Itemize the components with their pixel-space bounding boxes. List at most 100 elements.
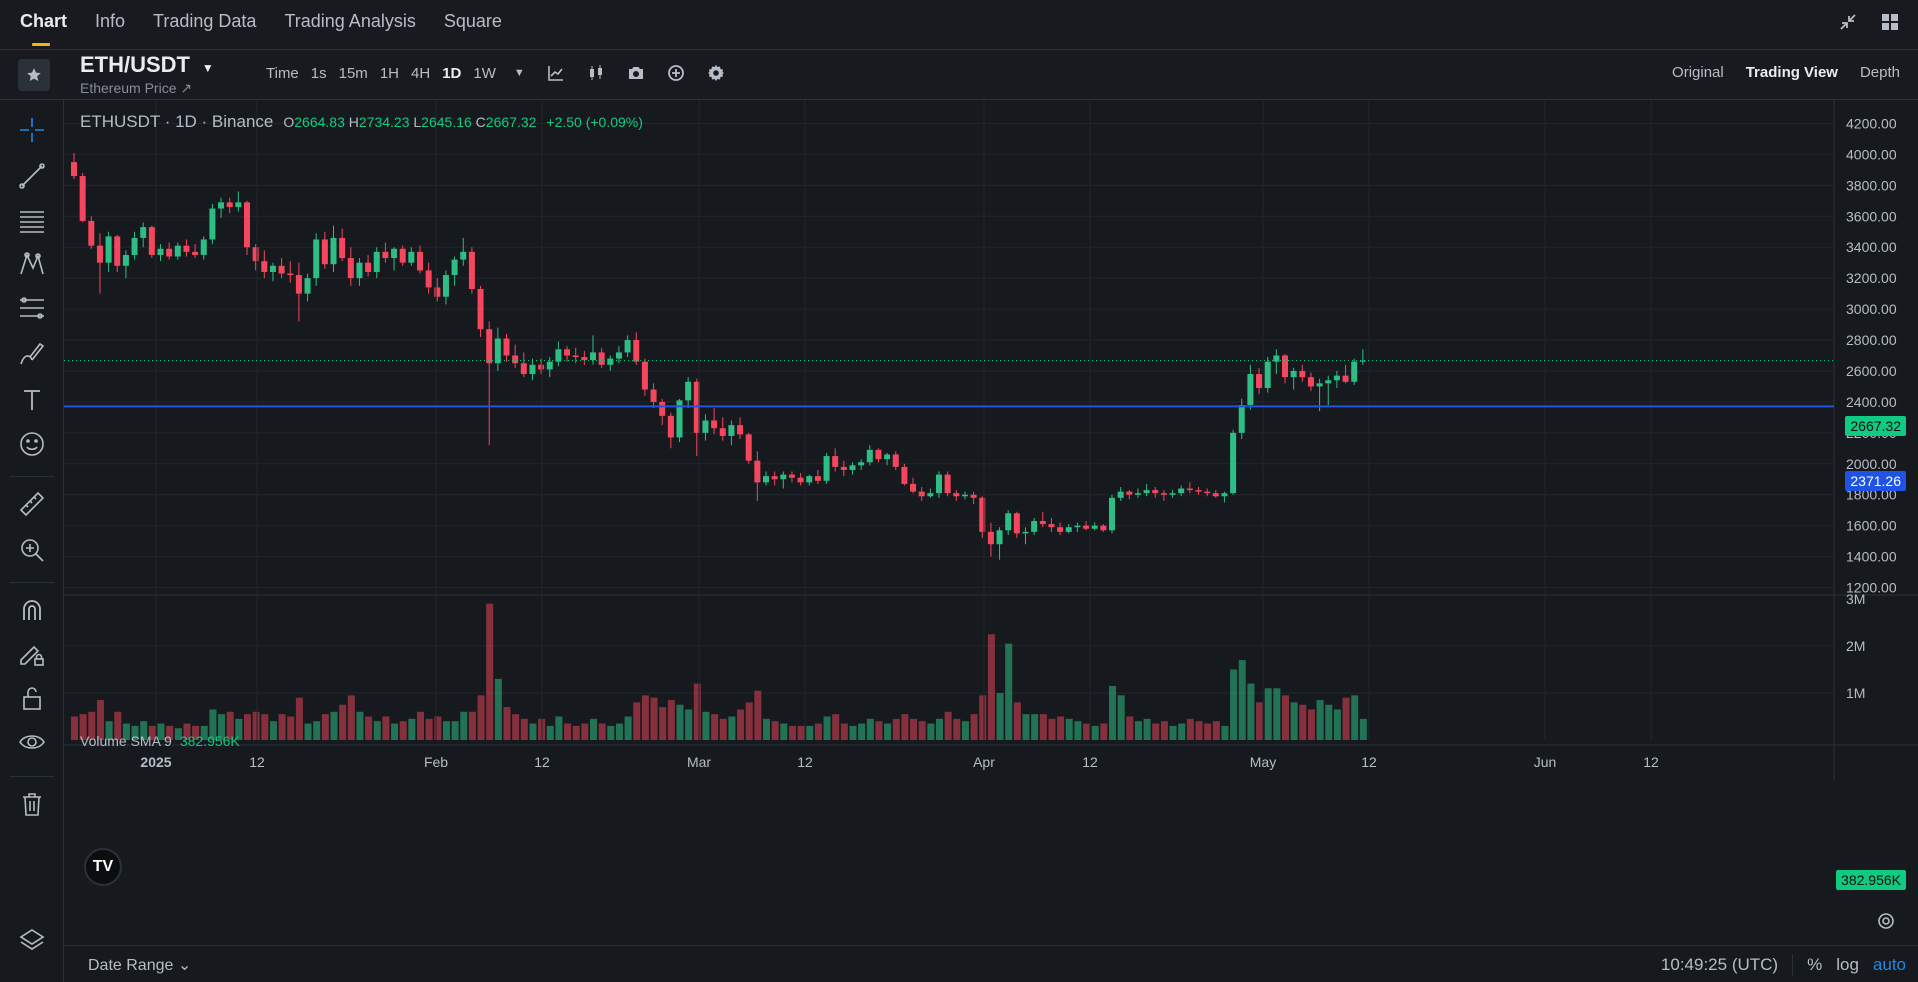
camera-icon[interactable] xyxy=(627,64,645,82)
volume-bar xyxy=(1342,697,1350,740)
fib-icon[interactable] xyxy=(18,294,46,322)
percent-toggle[interactable]: % xyxy=(1807,955,1823,974)
grid-layout-icon[interactable] xyxy=(1880,12,1900,32)
time-axis-label: Feb xyxy=(424,754,448,770)
volume-bar xyxy=(564,723,572,740)
time-axis-label: Jun xyxy=(1534,754,1557,770)
volume-bar xyxy=(399,721,407,740)
candle-body xyxy=(1247,374,1254,405)
collapse-icon[interactable] xyxy=(1838,12,1858,32)
view-original[interactable]: Original xyxy=(1672,64,1724,81)
candle-body xyxy=(451,259,458,276)
candle-body xyxy=(728,425,735,436)
more-intervals-icon[interactable]: ▼ xyxy=(513,67,525,79)
trash-icon[interactable] xyxy=(18,790,46,818)
indicators-icon[interactable] xyxy=(547,64,565,82)
text-icon[interactable] xyxy=(18,386,46,414)
candle-body xyxy=(685,381,692,401)
candle-body xyxy=(477,288,484,330)
pattern-icon[interactable] xyxy=(18,250,46,278)
zoom-in-icon[interactable] xyxy=(18,536,46,564)
interval-1h[interactable]: 1H xyxy=(379,64,399,82)
volume-bar xyxy=(1333,709,1341,740)
chart-type-icon[interactable] xyxy=(587,64,605,82)
volume-bar xyxy=(979,695,987,740)
candle-body xyxy=(1048,524,1055,528)
volume-bar xyxy=(832,714,840,740)
top-tab-bar: Chart Info Trading Data Trading Analysis… xyxy=(0,0,1918,50)
emoji-icon[interactable] xyxy=(18,430,46,458)
candle-body xyxy=(780,474,787,480)
view-depth[interactable]: Depth xyxy=(1859,64,1900,81)
candle-body xyxy=(71,162,77,177)
chart-area[interactable]: 4200.00 4000.00 3800.00 3600.00 3400.00 3200.… xyxy=(64,100,1918,982)
horizontal-lines-icon[interactable] xyxy=(18,206,46,234)
view-trading-view[interactable]: Trading View xyxy=(1745,64,1838,81)
candle-body xyxy=(711,420,718,429)
lock-draw-icon[interactable] xyxy=(18,640,46,668)
tab-info[interactable]: Info xyxy=(95,11,126,31)
volume-bar xyxy=(391,723,399,740)
settings-icon[interactable] xyxy=(707,64,725,82)
volume-bar xyxy=(512,714,520,740)
volume-bar xyxy=(1204,723,1212,740)
time-axis-label: May xyxy=(1250,754,1276,770)
volume-value: 382.956K xyxy=(179,733,240,749)
symbol-selector[interactable]: ETH/USDT ▼ Ethereum Price ↗ xyxy=(80,52,214,97)
ruler-icon[interactable] xyxy=(18,490,46,518)
price-axis-label: 3800.00 xyxy=(1846,177,1897,193)
candle-body xyxy=(304,278,311,294)
tab-trading-data[interactable]: Trading Data xyxy=(153,11,257,31)
volume-bar xyxy=(1169,725,1177,740)
candle-body xyxy=(244,202,250,248)
interval-1s[interactable]: 1s xyxy=(310,64,327,82)
tradingview-logo[interactable]: TV xyxy=(84,848,122,886)
auto-toggle[interactable]: auto xyxy=(1872,955,1906,974)
interval-1d[interactable]: 1D xyxy=(442,64,462,82)
candle-body xyxy=(269,265,276,272)
log-toggle[interactable]: log xyxy=(1836,955,1859,974)
time-axis-label: Mar xyxy=(687,754,711,770)
symbol-subtitle[interactable]: Ethereum Price ↗ xyxy=(80,80,193,96)
interval-15m[interactable]: 15m xyxy=(338,64,368,82)
tab-trading-analysis[interactable]: Trading Analysis xyxy=(284,11,416,31)
volume-bar xyxy=(1083,723,1091,740)
candle-body xyxy=(572,355,579,358)
candle-body xyxy=(347,258,354,279)
magnet-icon[interactable] xyxy=(18,596,46,624)
tool-separator xyxy=(10,776,54,777)
volume-bar xyxy=(763,718,770,740)
brush-icon[interactable] xyxy=(18,340,46,368)
layers-icon[interactable] xyxy=(18,927,46,955)
add-icon[interactable] xyxy=(667,64,685,82)
price-axis-label: 1400.00 xyxy=(1846,549,1897,565)
volume-bar xyxy=(373,721,381,740)
volume-bar xyxy=(737,709,745,740)
trend-line-icon[interactable] xyxy=(18,162,46,190)
price-axis-label: 3600.00 xyxy=(1846,208,1897,224)
candle-body xyxy=(607,358,614,365)
clock-utc[interactable]: 10:49:25 (UTC) xyxy=(1660,955,1779,974)
main-tabs: Chart Info Trading Data Trading Analysis… xyxy=(20,0,516,50)
time-axis-label: 12 xyxy=(1361,754,1377,770)
interval-1w[interactable]: 1W xyxy=(473,64,496,82)
candle-body xyxy=(295,275,302,294)
interval-time[interactable]: Time xyxy=(266,64,299,82)
price-chart[interactable]: 4200.00 4000.00 3800.00 3600.00 3400.00 3200.… xyxy=(64,100,1918,945)
favorite-button[interactable] xyxy=(18,59,50,91)
line-price-tag[interactable]: 2371.26 xyxy=(1845,471,1906,491)
volume-axis-label: 2M xyxy=(1846,638,1865,654)
chart-settings-icon[interactable] xyxy=(1876,911,1896,931)
tab-chart[interactable]: Chart xyxy=(20,0,81,46)
eye-icon[interactable] xyxy=(18,728,46,756)
candle-body xyxy=(417,251,423,271)
interval-4h[interactable]: 4H xyxy=(411,64,431,82)
crosshair-icon[interactable] xyxy=(18,116,46,144)
volume-bar xyxy=(918,721,926,740)
tab-square[interactable]: Square xyxy=(443,11,502,31)
date-range-button[interactable]: Date Range ⌄ xyxy=(88,957,192,974)
candle-body xyxy=(884,454,891,460)
unlock-icon[interactable] xyxy=(18,684,46,712)
volume-bar xyxy=(754,690,762,740)
volume-bar xyxy=(1109,685,1116,740)
